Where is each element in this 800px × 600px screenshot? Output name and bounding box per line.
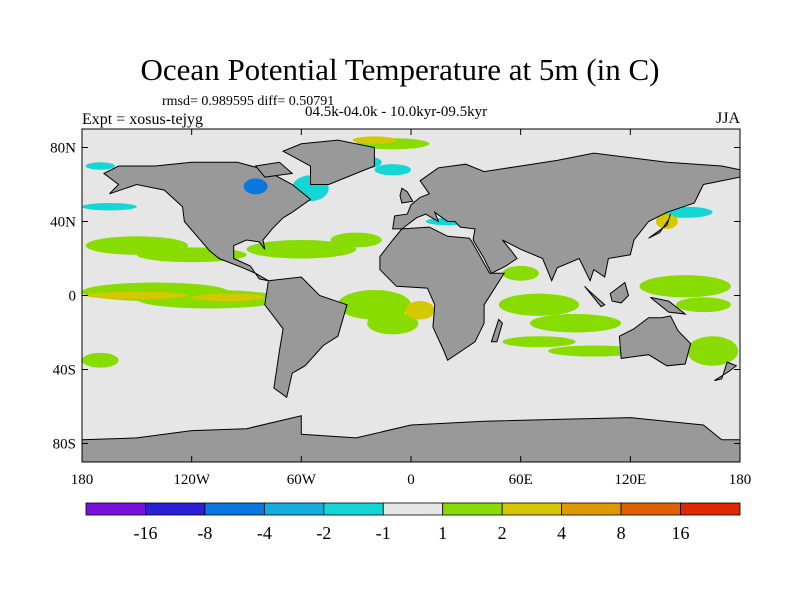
anomaly-region [529, 314, 622, 333]
colorbar-swatch [442, 502, 503, 516]
anomaly-region [367, 312, 419, 335]
x-tick-label: 180 [71, 472, 94, 488]
colorbar-swatch [382, 502, 444, 516]
anomaly-region [502, 265, 539, 281]
x-tick-label: 120W [173, 472, 211, 488]
y-tick-label: 80N [50, 141, 76, 157]
landmass-greenland [281, 139, 375, 185]
colorbar-label: 1 [438, 523, 447, 543]
anomaly-region [548, 345, 640, 357]
anomaly-region [85, 291, 189, 300]
colorbar-label: -2 [316, 523, 331, 543]
land-layer [82, 139, 740, 462]
x-tick-label: 120E [614, 472, 646, 488]
y-tick-label: 40N [50, 215, 76, 231]
anomaly-region [243, 178, 268, 195]
x-tick-label: 180 [729, 472, 752, 488]
colorbar-label: 4 [557, 523, 566, 543]
anomaly-region [246, 240, 357, 259]
landmass-baffin [254, 161, 294, 178]
colorbar-label: -1 [376, 523, 391, 543]
x-tick-label: 60W [287, 472, 317, 488]
anomaly-region [82, 352, 119, 368]
y-tick-label: 0 [69, 289, 77, 305]
y-tick-label: 80S [53, 437, 76, 453]
landmass-new-zealand [714, 361, 738, 382]
landmass-madagascar [490, 318, 503, 343]
right-subtitle: JJA [715, 110, 740, 127]
y-tick-label: 40S [53, 363, 76, 379]
landmass-africa [379, 226, 506, 362]
anomaly-region [85, 162, 115, 170]
colorbar-swatch [145, 502, 206, 516]
anomaly-region [502, 336, 576, 348]
landmass-australia [618, 315, 692, 367]
landmass-uk [399, 187, 414, 204]
stats-label: rmsd= 0.989595 diff= 0.50791 [162, 94, 335, 109]
landmass-south-america [264, 276, 348, 399]
anomaly-region [82, 203, 137, 211]
colorbar-swatch [620, 502, 681, 516]
anomaly-region [686, 336, 739, 366]
anomaly-region [191, 293, 265, 302]
colorbar-swatch [323, 502, 384, 516]
colorbar-swatch [561, 502, 622, 516]
colorbar-label: -4 [257, 523, 272, 543]
anomaly-region [330, 232, 382, 248]
landmass-eurasia [392, 152, 740, 283]
colorbar-swatch [263, 502, 325, 516]
chart-title: Ocean Potential Temperature at 5m (in C) [140, 52, 660, 87]
colorbar-label: -16 [133, 523, 157, 543]
landmass-borneo [609, 281, 630, 304]
anomaly-region [498, 293, 580, 316]
colorbar-swatch [501, 502, 563, 516]
axis-ticks: 180 120W 60W 0 60E 120E 180 80N 40N 0 40S 80S [50, 129, 751, 488]
colorbar-label: 8 [617, 523, 626, 543]
colorbar-swatch [85, 502, 146, 516]
anomaly-region [639, 275, 731, 298]
landmass-sumatra [584, 285, 606, 308]
landmass-new-guinea [650, 296, 687, 315]
anomaly-region [374, 164, 412, 176]
landmass-antarctica [82, 415, 740, 462]
center-subtitle: 04.5k-04.0k - 10.0kyr-09.5kyr [305, 104, 488, 120]
colorbar: -16 -8 -4 -2 -1 1 2 4 8 16 [85, 502, 741, 543]
colorbar-label: 16 [672, 523, 690, 543]
colorbar-label: -8 [197, 523, 212, 543]
anomaly-region [676, 297, 731, 313]
anomaly-region [352, 136, 397, 144]
landmass-japan [648, 213, 671, 239]
anomaly-region [405, 301, 435, 320]
x-tick-label: 0 [407, 472, 415, 488]
left-subtitle: Expt = xosus-tejyg [82, 111, 204, 128]
colorbar-label: 2 [498, 523, 507, 543]
colorbar-swatch [204, 502, 265, 516]
x-tick-label: 60E [509, 472, 533, 488]
colorbar-swatch [680, 502, 741, 516]
